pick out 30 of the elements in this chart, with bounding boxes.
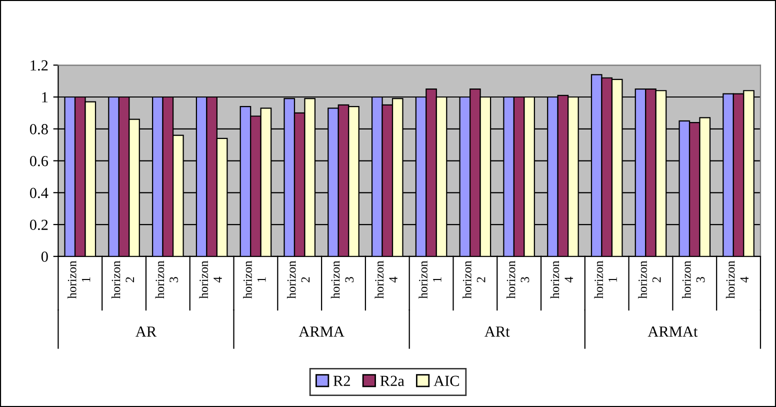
x-tick-label: horizon 4: [550, 260, 573, 299]
legend-label: R2: [333, 376, 350, 386]
x-tick-label: horizon 3: [682, 260, 705, 299]
x-tick-label: horizon 2: [638, 260, 661, 299]
y-tick-label: 0.4: [30, 188, 48, 198]
x-tick-label: horizon 1: [594, 260, 617, 299]
y-tick-label: 1: [42, 92, 48, 102]
y-tick-label: 0.6: [30, 156, 48, 166]
x-tick-label: horizon 1: [243, 260, 266, 299]
x-tick-label: horizon 4: [726, 260, 749, 299]
x-tick-label: horizon 3: [506, 260, 530, 299]
x-tick-label: horizon 2: [111, 260, 134, 299]
x-tick-label: horizon 2: [462, 260, 486, 299]
legend-label: R2a: [380, 376, 404, 386]
text: ARMAt: [648, 326, 698, 337]
x-tick-label: horizon 3: [155, 260, 178, 299]
text: ARt: [484, 326, 510, 337]
x-tick-label: horizon 4: [374, 260, 398, 299]
y-tick-label: 0: [41, 252, 48, 262]
y-tick-label: 0.8: [30, 124, 48, 134]
x-tick-label: horizon 1: [418, 260, 442, 299]
y-tick-label: 1.2: [30, 60, 48, 71]
x-tick-label: horizon 4: [199, 260, 222, 299]
x-tick-label: horizon 3: [330, 260, 354, 299]
x-tick-label: horizon 2: [286, 260, 310, 299]
x-tick-label: horizon 1: [68, 260, 90, 299]
text: ARMA: [298, 326, 344, 337]
text: AR: [136, 326, 157, 337]
y-tick-label: 0.2: [30, 220, 48, 230]
legend-label: AIC: [434, 376, 459, 386]
